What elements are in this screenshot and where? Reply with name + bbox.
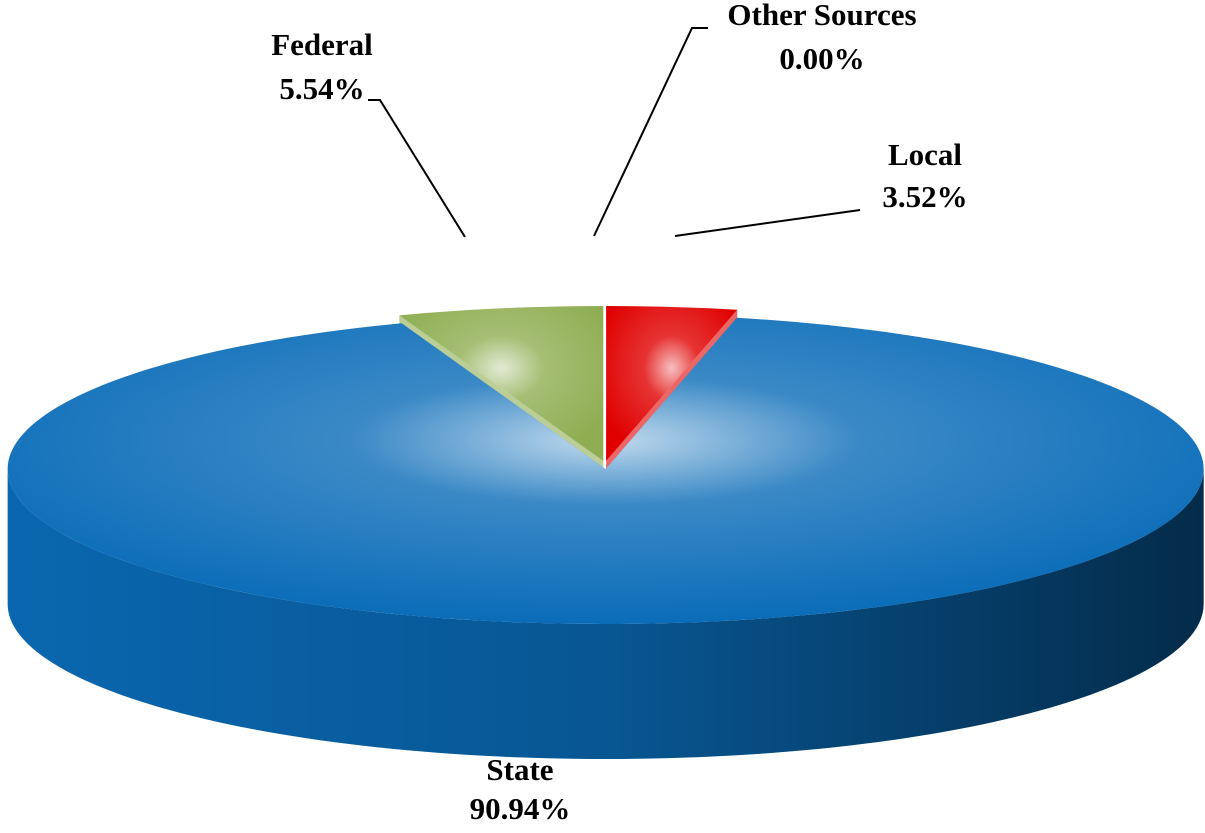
- slice-label: Federal: [271, 27, 373, 62]
- slice-side-shade: [7, 468, 1204, 759]
- slice-value-label: 5.54%: [279, 71, 364, 106]
- slice-highlight: [399, 306, 604, 462]
- slice-value-label: 0.00%: [779, 41, 864, 76]
- labels: Local 3.52% State 90.94% Federal 5.54% Other S…: [271, 0, 967, 826]
- pie-tops: [7, 306, 1204, 624]
- leader-line: [593, 27, 708, 237]
- slice-label: State: [486, 752, 553, 787]
- leader-line: [674, 209, 861, 237]
- slice-highlight: [606, 306, 738, 462]
- slice-label: Local: [888, 137, 962, 172]
- slice-label: Other Sources: [727, 0, 916, 32]
- slice-highlight: [7, 317, 1204, 624]
- leader-line: [368, 99, 466, 238]
- slice-value-label: 90.94%: [470, 791, 571, 826]
- slice-value-label: 3.52%: [882, 179, 967, 214]
